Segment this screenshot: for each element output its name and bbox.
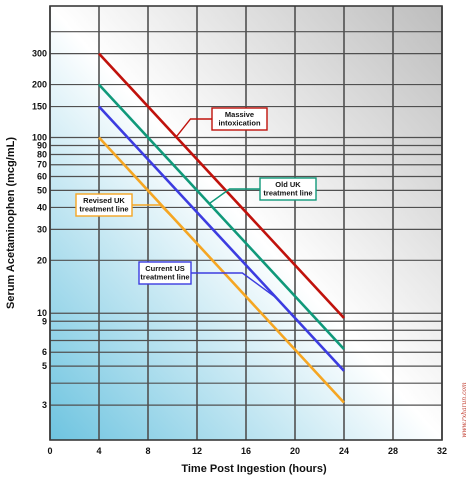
callout-box bbox=[259, 177, 317, 201]
x-tick-label: 24 bbox=[339, 446, 349, 456]
series-line bbox=[98, 52, 345, 319]
x-tick-label: 32 bbox=[437, 446, 447, 456]
y-tick-label: 9 bbox=[42, 316, 47, 326]
x-axis-title: Time Post Ingestion (hours) bbox=[181, 463, 327, 475]
y-axis-title: Serum Acetaminophen (mcg/mL) bbox=[5, 137, 17, 309]
x-tick-label: 4 bbox=[96, 446, 101, 456]
y-tick-label: 40 bbox=[37, 202, 47, 212]
callout-leader bbox=[175, 118, 212, 138]
callout-leader bbox=[191, 272, 278, 299]
callout-label: intoxication bbox=[218, 119, 261, 128]
x-tick-label: 0 bbox=[47, 446, 52, 456]
y-tick-label: 3 bbox=[42, 400, 47, 410]
callout-box bbox=[75, 193, 133, 217]
callout-label: Massive bbox=[225, 110, 254, 119]
x-tick-label: 16 bbox=[241, 446, 251, 456]
y-tick-label: 50 bbox=[37, 185, 47, 195]
y-tick-label: 90 bbox=[37, 141, 47, 151]
watermark: www.rxharun.com bbox=[461, 382, 468, 438]
callout-leader bbox=[208, 188, 260, 205]
callout-label: treatment line bbox=[140, 273, 189, 282]
callout-label: treatment line bbox=[79, 205, 128, 214]
y-tick-label: 10 bbox=[37, 308, 47, 318]
y-tick-label: 5 bbox=[42, 361, 47, 371]
callout-label: treatment line bbox=[263, 189, 312, 198]
tick-labels: 0 4 8 12 16 20 24 28 32 3 5 6 910 20 30 40 50 60708090100… bbox=[32, 49, 447, 456]
callout-label: Revised UK bbox=[83, 196, 125, 205]
series-line bbox=[98, 136, 345, 404]
y-tick-label: 6 bbox=[42, 347, 47, 357]
plot-frame bbox=[49, 5, 443, 441]
x-tick-label: 20 bbox=[290, 446, 300, 456]
callout-label: Old UK bbox=[275, 180, 301, 189]
series-lines bbox=[98, 52, 345, 404]
grid bbox=[49, 5, 443, 441]
series-line bbox=[98, 105, 345, 372]
x-tick-label: 8 bbox=[145, 446, 150, 456]
y-tick-label: 20 bbox=[37, 255, 47, 265]
x-tick-label: 12 bbox=[192, 446, 202, 456]
callout-box bbox=[211, 107, 268, 131]
y-tick-label: 100 bbox=[32, 132, 47, 142]
callout-box bbox=[138, 261, 192, 285]
y-tick-label: 80 bbox=[37, 150, 47, 160]
y-tick-label: 200 bbox=[32, 80, 47, 90]
x-tick-label: 28 bbox=[388, 446, 398, 456]
y-tick-label: 150 bbox=[32, 102, 47, 112]
y-tick-label: 300 bbox=[32, 49, 47, 59]
callout-label: Current US bbox=[145, 264, 185, 273]
y-tick-label: 60 bbox=[37, 171, 47, 181]
callout-leader bbox=[132, 204, 180, 225]
y-tick-label: 70 bbox=[37, 160, 47, 170]
series-line bbox=[98, 83, 345, 350]
y-tick-label: 30 bbox=[37, 224, 47, 234]
